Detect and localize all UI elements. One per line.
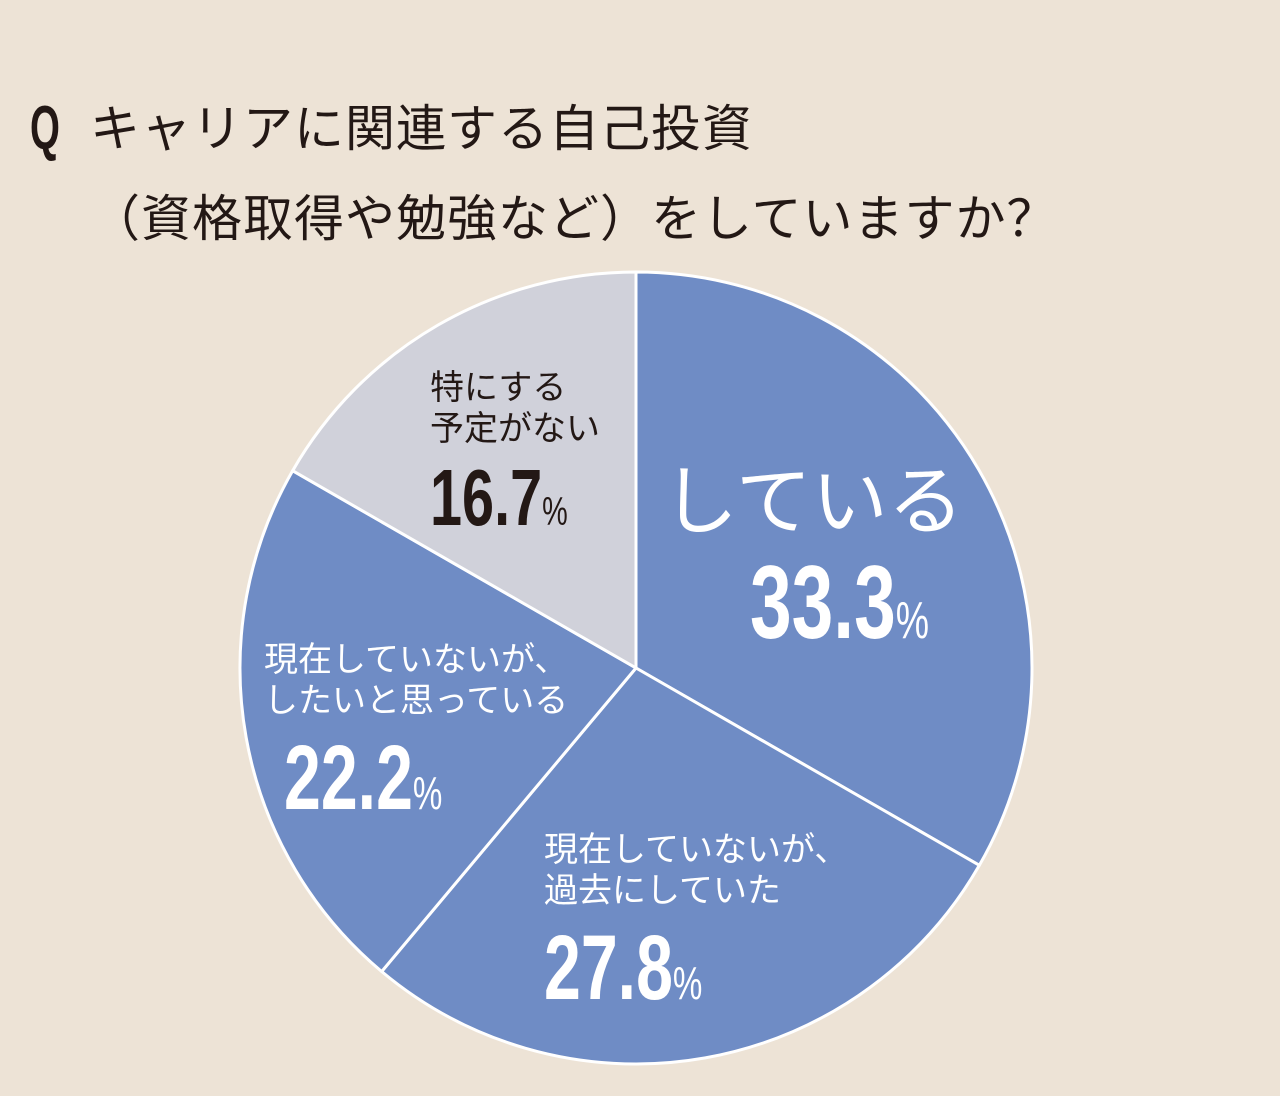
slice-label-text: 現在していないが、 [544,830,849,870]
slice-value: 16.7% [430,452,568,542]
pie-slice [380,666,981,1066]
slice-label-want: 現在していないが、 したいと思っている 22.2% [264,640,569,824]
question-marker: Q [30,94,60,163]
slice-value: 22.2% [284,726,443,829]
slice-label-text: 現在していないが、 [264,640,569,680]
slice-value: 33.3% [750,545,930,662]
slice-label-text: 過去にしていた [544,870,781,911]
question-line-1: キャリアに関連する自己投資 [90,100,753,158]
slice-label-text: 予定がない [430,408,600,449]
question-line-2: （資格取得や勉強など）をしていますか？ [90,190,1058,248]
slice-label-doing: している 33.3% [662,456,999,655]
slice-label-none: 特にする 予定がない 16.7% [430,368,621,537]
slice-label-text: したいと思っている [264,680,569,721]
slice-label-past: 現在していないが、 過去にしていた 27.8% [544,830,849,1014]
pie-slice [634,270,1034,867]
slice-value: 27.8% [544,916,703,1019]
slice-label-text: 特にする [430,368,567,408]
slice-label-text: している [662,457,964,546]
pie-slice [291,270,638,670]
pie-slice [238,469,638,974]
